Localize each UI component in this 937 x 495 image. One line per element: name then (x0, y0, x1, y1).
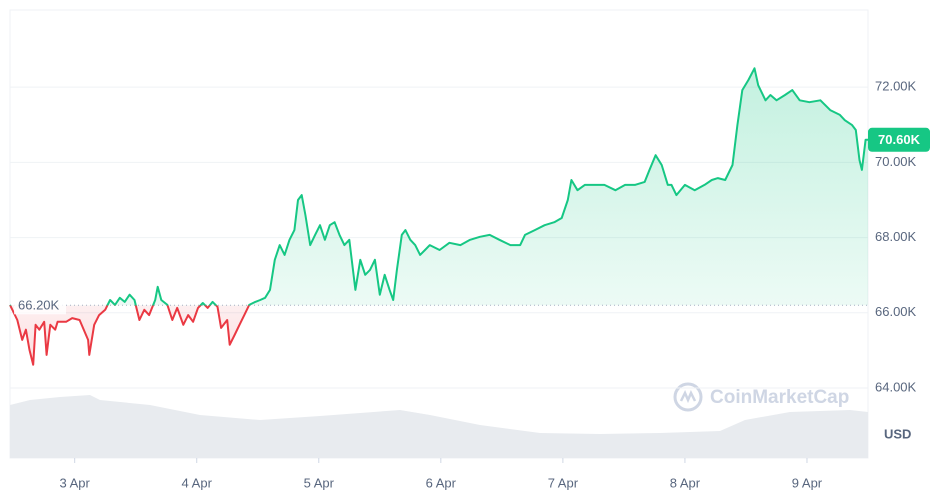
x-tick-label: 9 Apr (792, 475, 823, 490)
x-tick-label: 3 Apr (60, 475, 91, 490)
y-tick-label: 68.00K (875, 229, 917, 244)
baseline-label-bg (14, 296, 66, 315)
x-tick-label: 6 Apr (426, 475, 457, 490)
watermark-logo (673, 382, 703, 412)
y-tick-label: 66.00K (875, 304, 917, 319)
volume-area (10, 395, 868, 458)
currency-label: USD (884, 426, 911, 441)
y-tick-label: 72.00K (875, 79, 917, 94)
y-tick-label: 70.00K (875, 154, 917, 169)
price-line (9, 67, 868, 366)
baseline-label: 66.20K (18, 298, 60, 313)
x-tick-label: 4 Apr (182, 475, 213, 490)
current-price-label: 70.60K (878, 132, 921, 147)
watermark: CoinMarketCap (710, 387, 849, 408)
x-tick-label: 7 Apr (548, 475, 579, 490)
current-price-box (868, 127, 930, 152)
x-tick-label: 5 Apr (304, 475, 335, 490)
x-tick-label: 8 Apr (670, 475, 701, 490)
y-tick-label: 64.00K (875, 379, 917, 394)
area-fill (10, 68, 868, 365)
